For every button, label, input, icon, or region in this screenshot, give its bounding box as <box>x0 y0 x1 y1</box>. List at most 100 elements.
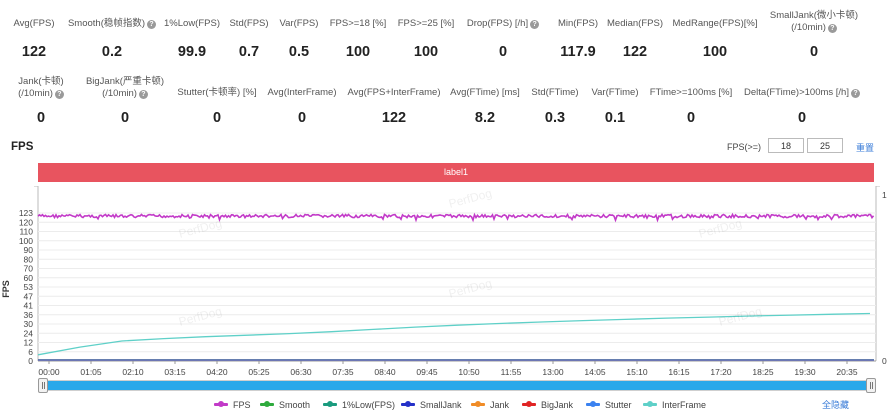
stat-label: Stutter(卡顿率) [%] <box>177 87 257 98</box>
stat-label: BigJank(严重卡顿) <box>85 76 165 87</box>
slider-right-handle[interactable] <box>866 378 876 393</box>
stat-label: FTime>=100ms [%] <box>649 87 733 98</box>
stat-label: Avg(InterFrame) <box>267 87 337 98</box>
y-tick-label: 110 <box>19 227 33 237</box>
legend-item-smalljank[interactable]: SmallJank <box>401 399 462 411</box>
stat-avg-fps: Avg(FPS) 122 <box>6 18 62 61</box>
x-tick-label: 04:20 <box>206 367 228 377</box>
y-tick-label: 0 <box>28 356 33 366</box>
stat-1pct-low: 1%Low(FPS) 99.9 <box>162 18 222 61</box>
stat-label: Avg(FPS) <box>13 18 55 29</box>
legend-item-stutter[interactable]: Stutter <box>586 399 632 411</box>
stat-label: FPS>=18 [%] <box>329 18 387 29</box>
y-axis-right-ticks: 10 <box>882 190 887 366</box>
watermark-text: PerfDog <box>177 304 223 329</box>
y-tick-label: 24 <box>24 328 34 338</box>
series-fps-line <box>37 212 875 223</box>
stat-label: Min(FPS) <box>557 18 599 29</box>
label-marker-bar[interactable]: label1 <box>38 163 874 182</box>
watermark-text: PerfDog <box>717 304 763 329</box>
stat-value: 0 <box>120 110 130 126</box>
stat-label: Std(FPS) <box>229 18 269 29</box>
legend-label: BigJank <box>541 400 574 410</box>
stat-value: 99.9 <box>177 44 207 60</box>
legend-item-1-low-fps-[interactable]: 1%Low(FPS) <box>323 399 395 411</box>
help-icon[interactable]: ? <box>147 20 157 29</box>
stat-value: 122 <box>381 110 407 126</box>
stat-value: 122 <box>622 44 648 60</box>
time-range-slider-selection[interactable] <box>48 381 866 390</box>
stat-avg-fps-interframe: Avg(FPS+InterFrame) 122 <box>344 87 444 127</box>
help-icon[interactable]: ? <box>54 90 64 99</box>
x-tick-label: 08:40 <box>374 367 396 377</box>
stat-avg-ftime: Avg(FTime) [ms] 8.2 <box>448 87 522 127</box>
legend-swatch <box>471 401 485 407</box>
help-icon[interactable]: ? <box>850 89 860 98</box>
legend-item-interframe[interactable]: InterFrame <box>643 399 706 411</box>
legend-swatch <box>522 401 536 407</box>
stat-value: 0 <box>36 110 46 126</box>
stat-label: 1%Low(FPS) <box>164 18 220 29</box>
x-tick-label: 17:20 <box>710 367 732 377</box>
stat-value: 122 <box>21 44 47 60</box>
series-interframe-line <box>37 312 871 356</box>
stat-label: Smooth(稳帧指数) <box>67 18 146 29</box>
x-tick-label: 03:15 <box>164 367 186 377</box>
stat-label: Jank(卡顿) <box>18 76 64 87</box>
legend-item-bigjank[interactable]: BigJank <box>522 399 573 411</box>
stat-label: Std(FTime) <box>531 87 579 98</box>
reset-button[interactable]: 重置 <box>856 143 875 153</box>
y-tick-label: 12 <box>24 338 34 348</box>
stat-label: Drop(FPS) [/h] <box>466 18 529 29</box>
y-tick-label: 6 <box>28 347 33 357</box>
stat-label-unit: (/10min) <box>18 88 53 99</box>
watermark-text: PerfDog <box>447 276 493 301</box>
stat-value: 0.3 <box>544 110 566 126</box>
x-tick-label: 18:25 <box>752 367 774 377</box>
legend-marker <box>405 401 411 407</box>
legend-item-smooth[interactable]: Smooth <box>260 399 310 411</box>
y-tick-label: 120 <box>19 217 33 227</box>
legend-swatch <box>214 401 228 407</box>
stat-stutter: Stutter(卡顿率) [%] 0 <box>172 87 262 127</box>
stat-label: Var(FTime) <box>591 87 639 98</box>
stat-value: 117.9 <box>560 44 596 60</box>
x-axis-ticks: 00:00 01:05 02:10 03:15 04:20 05:25 06:30 07:35… <box>38 361 858 377</box>
hide-all-series-button[interactable]: 全隐藏 <box>822 400 850 410</box>
stat-value: 100 <box>345 44 371 60</box>
stat-label: Median(FPS) <box>607 18 663 29</box>
help-icon[interactable]: ? <box>138 90 148 99</box>
slider-left-handle[interactable] <box>38 378 48 393</box>
x-tick-label: 06:30 <box>290 367 312 377</box>
y-right-tick-label: 0 <box>882 356 887 366</box>
legend-marker <box>327 401 333 407</box>
legend-label: Smooth <box>279 400 311 410</box>
stat-avg-interframe: Avg(InterFrame) 0 <box>262 87 342 127</box>
fps-threshold-low-input[interactable] <box>768 138 804 153</box>
x-tick-label: 19:30 <box>794 367 816 377</box>
help-icon[interactable]: ? <box>530 20 540 29</box>
fps-threshold-high-input[interactable] <box>807 138 843 153</box>
stat-label: Avg(FTime) [ms] <box>450 87 520 98</box>
stat-medrange-fps: MedRange(FPS)[%] 100 <box>672 18 758 61</box>
stat-fps-ge-18: FPS>=18 [%] 100 <box>326 18 390 61</box>
legend-swatch <box>323 401 337 407</box>
stat-value: 0.7 <box>238 44 260 60</box>
fps-threshold-label: FPS(>=) <box>727 142 762 152</box>
stat-label: Delta(FTime)>100ms [/h] <box>744 87 849 98</box>
legend-item-jank[interactable]: Jank <box>471 399 509 411</box>
stat-std-ftime: Std(FTime) 0.3 <box>526 87 584 127</box>
x-tick-label: 01:05 <box>80 367 102 377</box>
x-tick-label: 15:10 <box>626 367 648 377</box>
stat-smooth: Smooth(稳帧指数)? 0.2 <box>66 18 158 61</box>
stat-value: 100 <box>702 44 728 60</box>
chart-title: FPS <box>11 141 34 153</box>
chart-series <box>37 212 875 361</box>
y-axis-label: FPS <box>1 280 11 298</box>
x-tick-label: 10:50 <box>458 367 480 377</box>
y-tick-label: 53 <box>24 282 34 292</box>
legend-item-fps[interactable]: FPS <box>214 399 251 411</box>
stat-label: SmallJank(微小卡顿) <box>769 10 859 21</box>
help-icon[interactable]: ? <box>827 24 837 33</box>
